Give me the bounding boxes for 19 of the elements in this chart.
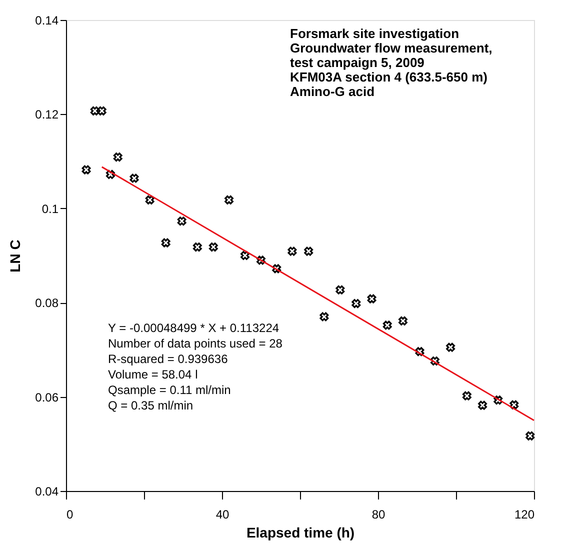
annotation: Qsample = 0.11 ml/min	[108, 383, 231, 397]
annotation: Number of data points used = 28	[108, 336, 283, 350]
x-tick-label: 80	[372, 508, 386, 522]
y-tick-label: 0.1	[42, 202, 59, 216]
y-tick-label: 0.04	[35, 484, 59, 498]
annotation: Q = 0.35 ml/min	[108, 398, 194, 412]
text: Forsmark site investigation Groundwater flow measurement, test campaign 5, 2009 KFM03A section 4 (633.5-650 m) Amino-G acid	[290, 26, 492, 99]
y-tick-label: 0.06	[35, 390, 59, 404]
annotation: Volume = 58.04 l	[108, 368, 198, 382]
y-axis-title: LN C	[7, 240, 24, 272]
x-tick-label: 120	[514, 508, 535, 522]
y-tick-label: 0.14	[35, 14, 59, 28]
annotation: R-squared = 0.939636	[108, 352, 228, 366]
x-tick-label: 40	[216, 508, 230, 522]
y-tick-label: 0.12	[35, 108, 59, 122]
x-tick-label: 0	[66, 508, 74, 522]
x-axis-title: Elapsed time (h)	[246, 524, 355, 540]
y-tick-label: 0.08	[35, 296, 59, 310]
annotation: Y = -0.00048499 * X + 0.113224	[108, 321, 280, 335]
